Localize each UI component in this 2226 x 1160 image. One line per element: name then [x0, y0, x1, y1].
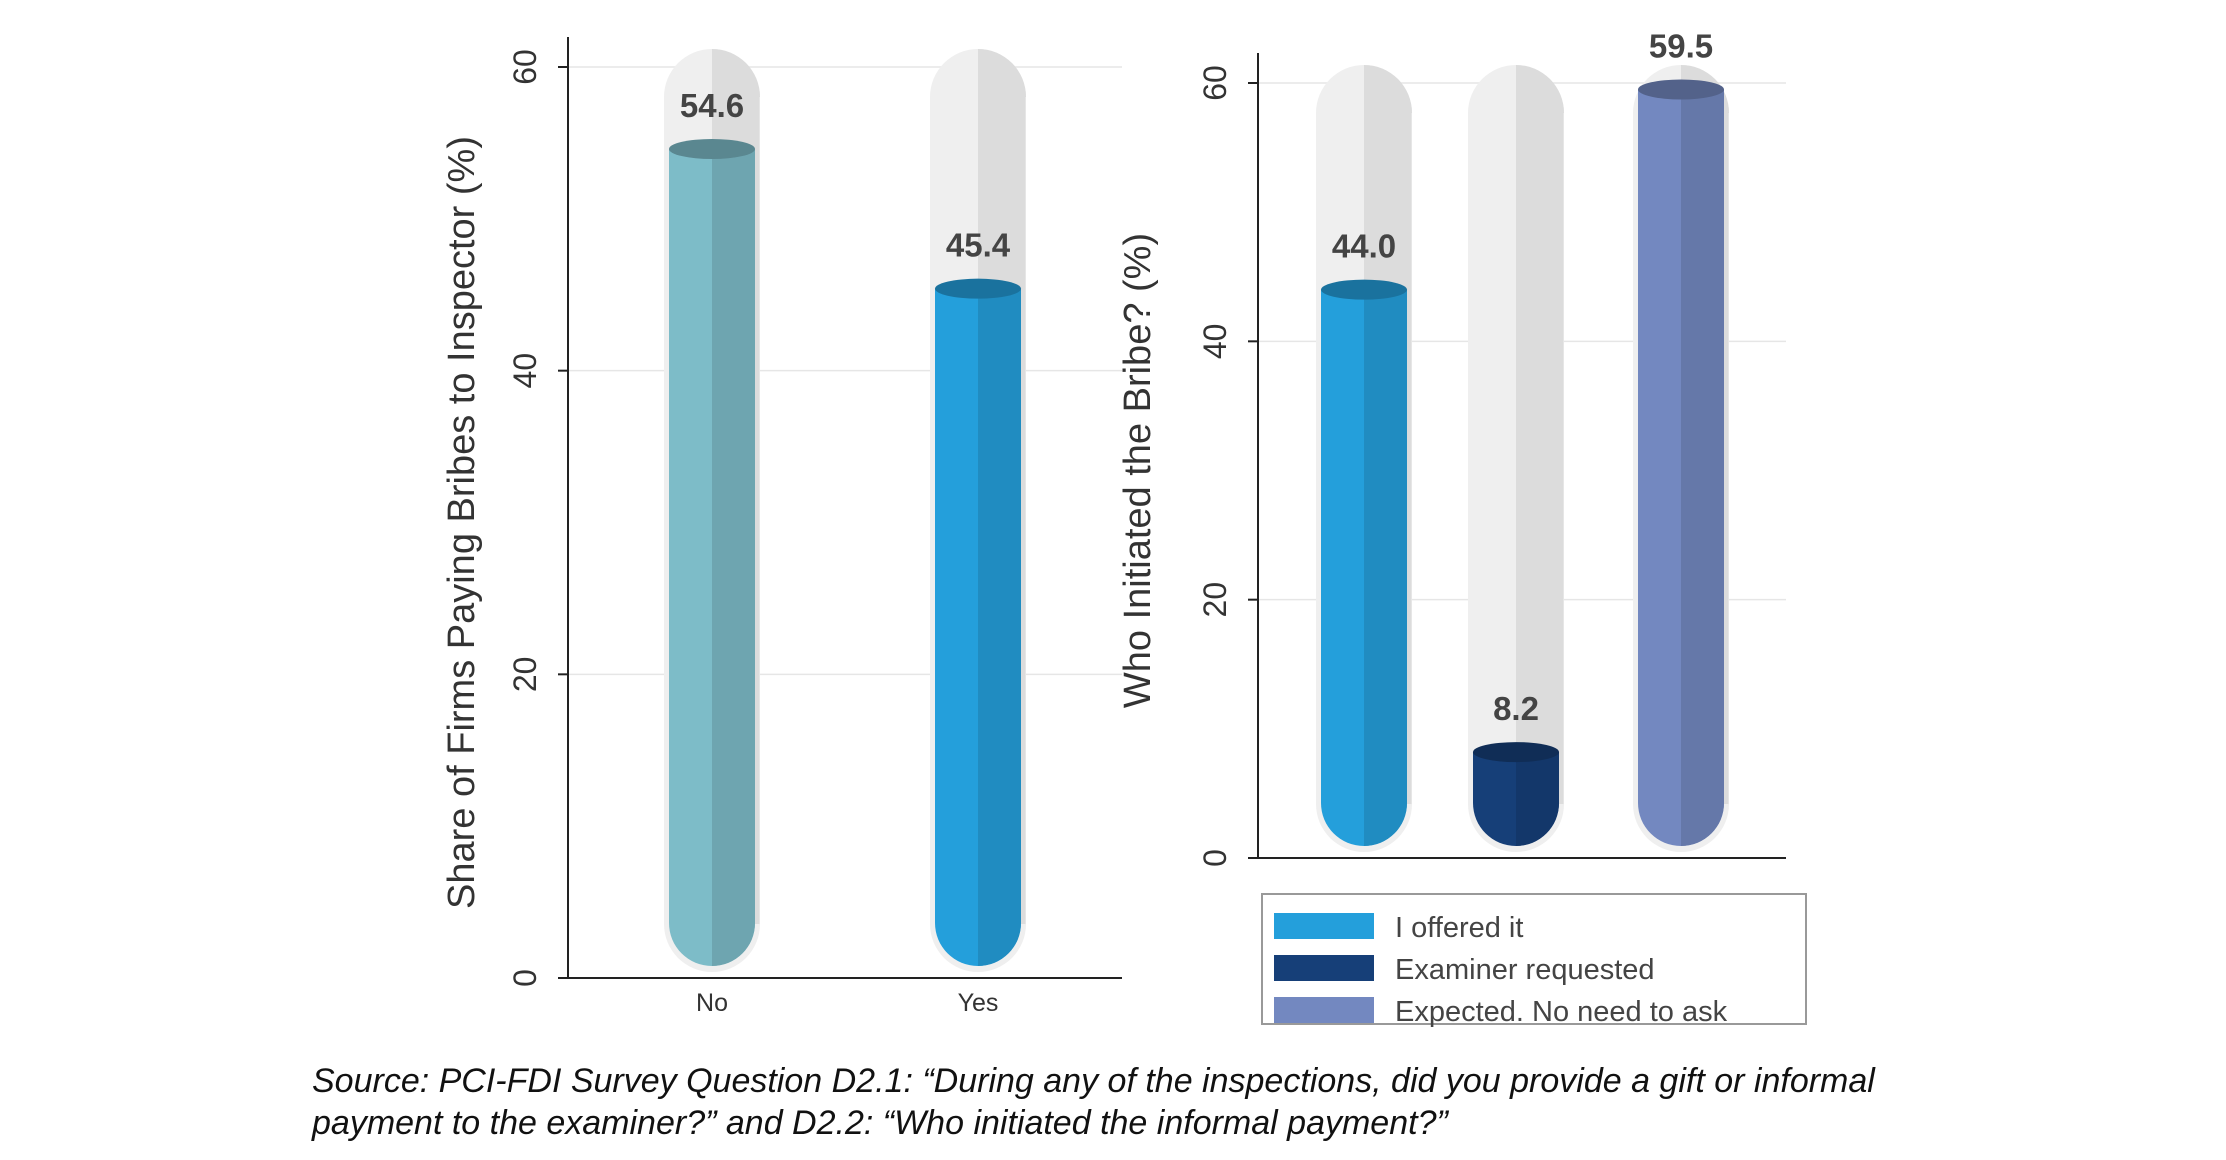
y-tick-label: 20: [507, 657, 543, 693]
legend-label: Expected. No need to ask: [1395, 996, 1728, 1028]
data-label: 59.5: [1649, 27, 1713, 64]
source-caption-line-2: payment to the examiner?” and D2.2: “Who…: [312, 1104, 1448, 1142]
legend-swatch: [1274, 955, 1374, 981]
y-tick-label: 0: [507, 969, 543, 987]
y-axis-title: Who Initiated the Bribe? (%): [1117, 233, 1159, 708]
y-tick-label: 40: [507, 353, 543, 389]
y-tick-label: 20: [1197, 582, 1233, 618]
chart-2: 44.0 8.2 59.5 0 20 40 60 Who Initiated the Brib…: [1117, 27, 1807, 1028]
legend-swatch: [1274, 997, 1374, 1023]
y-tick-label: 0: [1197, 849, 1233, 867]
source-caption: Source: PCI-FDI Survey Question D2.1: “D…: [312, 1060, 2002, 1144]
x-tick-label: Yes: [958, 989, 999, 1017]
legend-label: Examiner requested: [1395, 954, 1655, 986]
y-tick-label: 60: [1197, 65, 1233, 101]
data-label: 45.4: [946, 227, 1011, 264]
bar: [1321, 279, 1407, 847]
y-axis-title: Share of Firms Paying Bribes to Inspecto…: [441, 136, 483, 909]
data-label: 8.2: [1493, 690, 1539, 727]
bar-track: [1468, 65, 1564, 852]
bar: [669, 138, 755, 967]
source-caption-line-1: Source: PCI-FDI Survey Question D2.1: “D…: [312, 1062, 1875, 1100]
bar: [1473, 742, 1559, 846]
chart-1: 54.6 45.4 0 20 40 60 Share of Firms Paying Bri…: [441, 37, 1122, 1017]
y-tick-label: 60: [507, 49, 543, 85]
data-label: 54.6: [680, 87, 744, 124]
data-label: 44.0: [1332, 228, 1396, 265]
legend-label: I offered it: [1395, 912, 1523, 944]
legend: I offered it Examiner requested Expected. …: [1261, 893, 1807, 1028]
legend-swatch: [1274, 913, 1374, 939]
bar: [1638, 79, 1724, 847]
bar: [935, 278, 1021, 967]
x-tick-label: No: [696, 989, 728, 1017]
y-tick-label: 40: [1197, 324, 1233, 360]
